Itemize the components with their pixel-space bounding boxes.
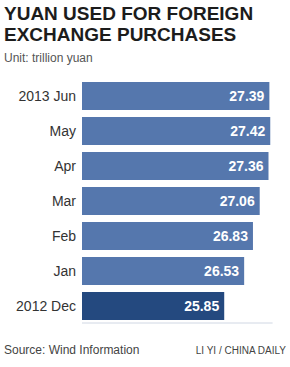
- source: Source: Wind Information: [4, 343, 139, 357]
- credit: LI YI / CHINA DAILY: [196, 345, 287, 356]
- bar: [82, 117, 270, 145]
- data-label: 27.06: [220, 193, 255, 209]
- bar: [82, 257, 244, 285]
- category-label: 2012 Dec: [16, 298, 76, 314]
- category-label: May: [50, 123, 76, 139]
- labels: 2013 Jun 27.39 May 27.42 Apr 27.36 Mar 27.06 Feb…: [16, 88, 265, 314]
- category-label: Jan: [53, 263, 76, 279]
- subtitle: Unit: trillion yuan: [4, 51, 93, 65]
- data-label: 27.36: [228, 158, 263, 174]
- category-label: Mar: [52, 193, 76, 209]
- category-label: 2013 Jun: [18, 88, 76, 104]
- data-label: 27.39: [229, 88, 264, 104]
- bar: [82, 152, 268, 180]
- category-label: Apr: [54, 158, 76, 174]
- data-label: 26.83: [213, 228, 248, 244]
- bar: [82, 82, 269, 110]
- category-label: Feb: [52, 228, 76, 244]
- bar: [82, 222, 253, 250]
- data-label: 26.53: [204, 263, 239, 279]
- bar: [82, 187, 260, 215]
- chart: YUAN USED FOR FOREIGNEXCHANGE PURCHASES U…: [0, 0, 290, 367]
- title: YUAN USED FOR FOREIGNEXCHANGE PURCHASES: [4, 3, 253, 45]
- data-label: 27.42: [230, 123, 265, 139]
- x-axis-line: [82, 323, 273, 324]
- bar: [82, 292, 224, 320]
- bars: [82, 82, 270, 320]
- data-label: 25.85: [184, 298, 219, 314]
